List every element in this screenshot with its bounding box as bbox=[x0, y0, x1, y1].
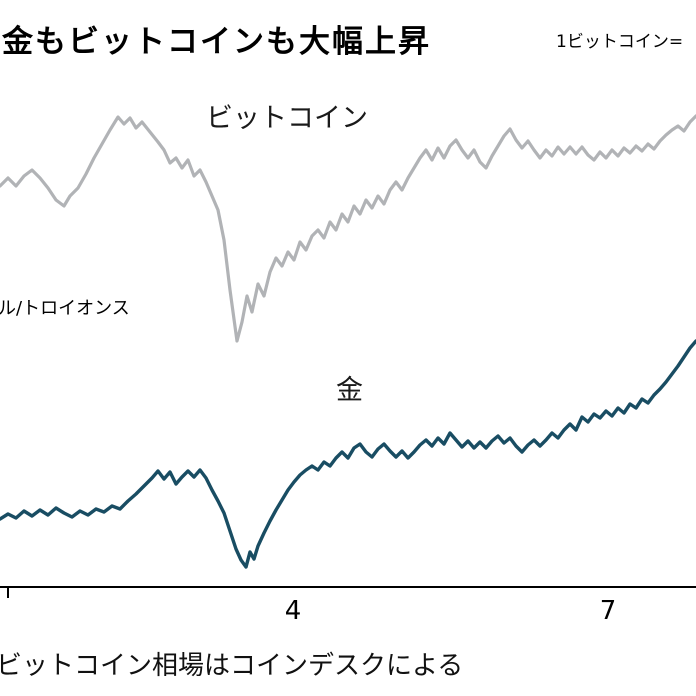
bitcoin-unit-note: 1ビットコイン= bbox=[556, 32, 684, 52]
chart-title: 金もビットコインも大幅上昇 bbox=[2, 24, 431, 60]
source-footnote: ビットコイン相場はコインデスクによる bbox=[0, 651, 464, 681]
gold-series-label: 金 bbox=[336, 375, 363, 406]
gold-series-line bbox=[0, 339, 696, 569]
x-axis-tick-label-april: 4 bbox=[284, 596, 302, 626]
x-axis-tick-label-july: 7 bbox=[599, 596, 617, 626]
bitcoin-series-label: ビットコイン bbox=[206, 103, 368, 134]
bitcoin-series-line bbox=[0, 114, 696, 343]
gold-unit-label: ル/トロイオンス bbox=[0, 298, 130, 319]
